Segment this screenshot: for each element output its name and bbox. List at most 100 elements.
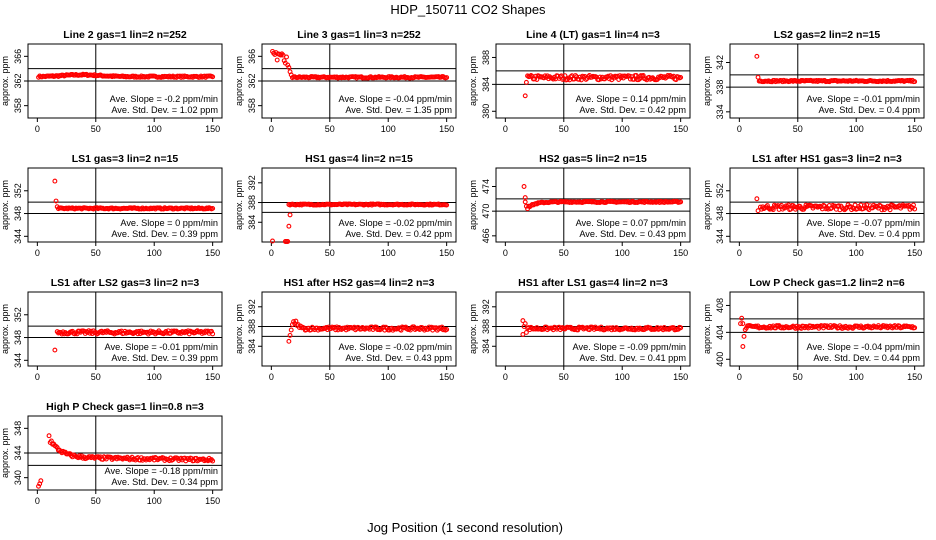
slope-annotation: Ave. Slope = -0.02 ppm/min: [339, 218, 452, 228]
slope-annotation: Ave. Slope = -0.02 ppm/min: [339, 342, 452, 352]
data-point: [53, 443, 59, 449]
data-point: [521, 184, 527, 189]
y-tick-label: 344: [13, 229, 23, 244]
slope-annotation: Ave. Slope = 0.07 ppm/min: [576, 218, 686, 228]
y-tick-label: 466: [481, 228, 491, 243]
data-point: [79, 453, 85, 459]
panel-title: Line 3 gas=1 lin=3 n=252: [297, 29, 421, 41]
y-tick-label: 344: [715, 229, 725, 244]
data-point: [836, 203, 842, 209]
panel-7: HS2 gas=5 lin=2 n=15 approx. ppm 0 50 100 150…: [468, 153, 691, 258]
data-point: [576, 76, 582, 82]
x-tick-label: 0: [269, 248, 274, 258]
y-tick-label: 384: [481, 77, 491, 92]
x-tick-label: 0: [35, 124, 40, 134]
x-tick-label: 150: [205, 496, 220, 506]
x-tick-label: 50: [91, 496, 101, 506]
x-tick-label: 150: [205, 372, 220, 382]
data-point: [135, 331, 141, 337]
x-tick-label: 0: [737, 248, 742, 258]
x-tick-label: 50: [559, 248, 569, 258]
x-tick-label: 150: [673, 372, 688, 382]
x-tick-label: 0: [737, 124, 742, 134]
data-point: [740, 344, 746, 349]
panel-title: Line 4 (LT) gas=1 lin=4 n=3: [526, 29, 660, 41]
data-point: [520, 331, 526, 337]
x-tick-label: 100: [849, 248, 864, 258]
data-point: [287, 332, 293, 338]
y-tick-label: 392: [247, 299, 257, 314]
x-tick-label: 150: [907, 372, 922, 382]
x-tick-label: 100: [381, 248, 396, 258]
plot-frame: [27, 167, 223, 243]
data-point: [293, 318, 299, 324]
plot-frame: [261, 291, 457, 367]
std-annotation: Ave. Std. Dev. = 0.4 ppm: [818, 105, 920, 115]
std-annotation: Ave. Std. Dev. = 0.44 ppm: [813, 353, 920, 363]
panel-11: HS1 after LS1 gas=4 lin=2 n=3 approx. ppm…: [468, 277, 691, 382]
std-annotation: Ave. Std. Dev. = 0.34 ppm: [111, 477, 218, 487]
panel-13: High P Check gas=1 lin=0.8 n=3 approx. pp…: [0, 401, 223, 506]
data-point: [596, 77, 602, 83]
data-point: [754, 196, 760, 202]
y-axis-label: approx. ppm: [702, 56, 712, 106]
data-point: [288, 327, 294, 333]
y-tick-label: 340: [13, 470, 23, 485]
y-tick-label: 358: [13, 98, 23, 113]
plot-frame: [495, 43, 691, 119]
data-point: [52, 178, 58, 184]
slope-annotation: Ave. Slope = -0.01 ppm/min: [807, 94, 920, 104]
data-point: [46, 433, 52, 439]
y-tick-label: 384: [247, 339, 257, 354]
data-point: [210, 205, 216, 211]
std-annotation: Ave. Std. Dev. = 0.39 ppm: [111, 353, 218, 363]
plot-frame: [729, 43, 925, 119]
slope-annotation: Ave. Slope = -0.07 ppm/min: [807, 218, 920, 228]
data-point: [520, 318, 526, 324]
slope-annotation: Ave. Slope = 0 ppm/min: [120, 218, 218, 228]
x-tick-label: 0: [503, 124, 508, 134]
x-tick-label: 50: [325, 248, 335, 258]
std-annotation: Ave. Std. Dev. = 0.39 ppm: [111, 229, 218, 239]
data-point: [407, 327, 413, 333]
data-point: [532, 76, 538, 82]
data-point: [562, 73, 568, 79]
data-point: [754, 53, 760, 59]
y-tick-label: 388: [247, 195, 257, 210]
data-point: [912, 325, 918, 331]
data-point: [286, 338, 292, 344]
x-tick-label: 150: [205, 124, 220, 134]
data-point: [38, 478, 44, 484]
x-tick-label: 100: [615, 372, 630, 382]
x-tick-label: 100: [147, 248, 162, 258]
x-tick-label: 150: [439, 124, 454, 134]
x-tick-label: 0: [503, 248, 508, 258]
data-point: [522, 93, 528, 99]
x-tick-label: 100: [147, 496, 162, 506]
y-axis-label: approx. ppm: [234, 180, 244, 230]
x-tick-label: 50: [91, 248, 101, 258]
y-axis-label: approx. ppm: [0, 56, 10, 106]
y-tick-label: 380: [481, 104, 491, 119]
plot-frame: [495, 291, 691, 367]
y-axis-label: approx. ppm: [234, 56, 244, 106]
data-point: [210, 331, 216, 337]
data-point: [286, 223, 292, 229]
std-annotation: Ave. Std. Dev. = 1.35 ppm: [345, 105, 452, 115]
x-tick-label: 100: [147, 124, 162, 134]
data-point: [285, 239, 291, 244]
slope-annotation: Ave. Slope = -0.04 ppm/min: [339, 94, 452, 104]
data-point: [522, 321, 528, 327]
data-point: [770, 207, 776, 213]
y-axis-label: approx. ppm: [0, 180, 10, 230]
y-tick-label: 384: [247, 215, 257, 230]
x-tick-label: 0: [269, 372, 274, 382]
y-axis-label: approx. ppm: [468, 304, 478, 354]
slope-annotation: Ave. Slope = -0.2 ppm/min: [110, 94, 218, 104]
std-annotation: Ave. Std. Dev. = 0.42 ppm: [579, 105, 686, 115]
slope-annotation: Ave. Slope = -0.01 ppm/min: [105, 342, 218, 352]
data-point: [36, 483, 41, 489]
y-tick-label: 366: [247, 49, 257, 64]
y-tick-label: 338: [715, 80, 725, 95]
